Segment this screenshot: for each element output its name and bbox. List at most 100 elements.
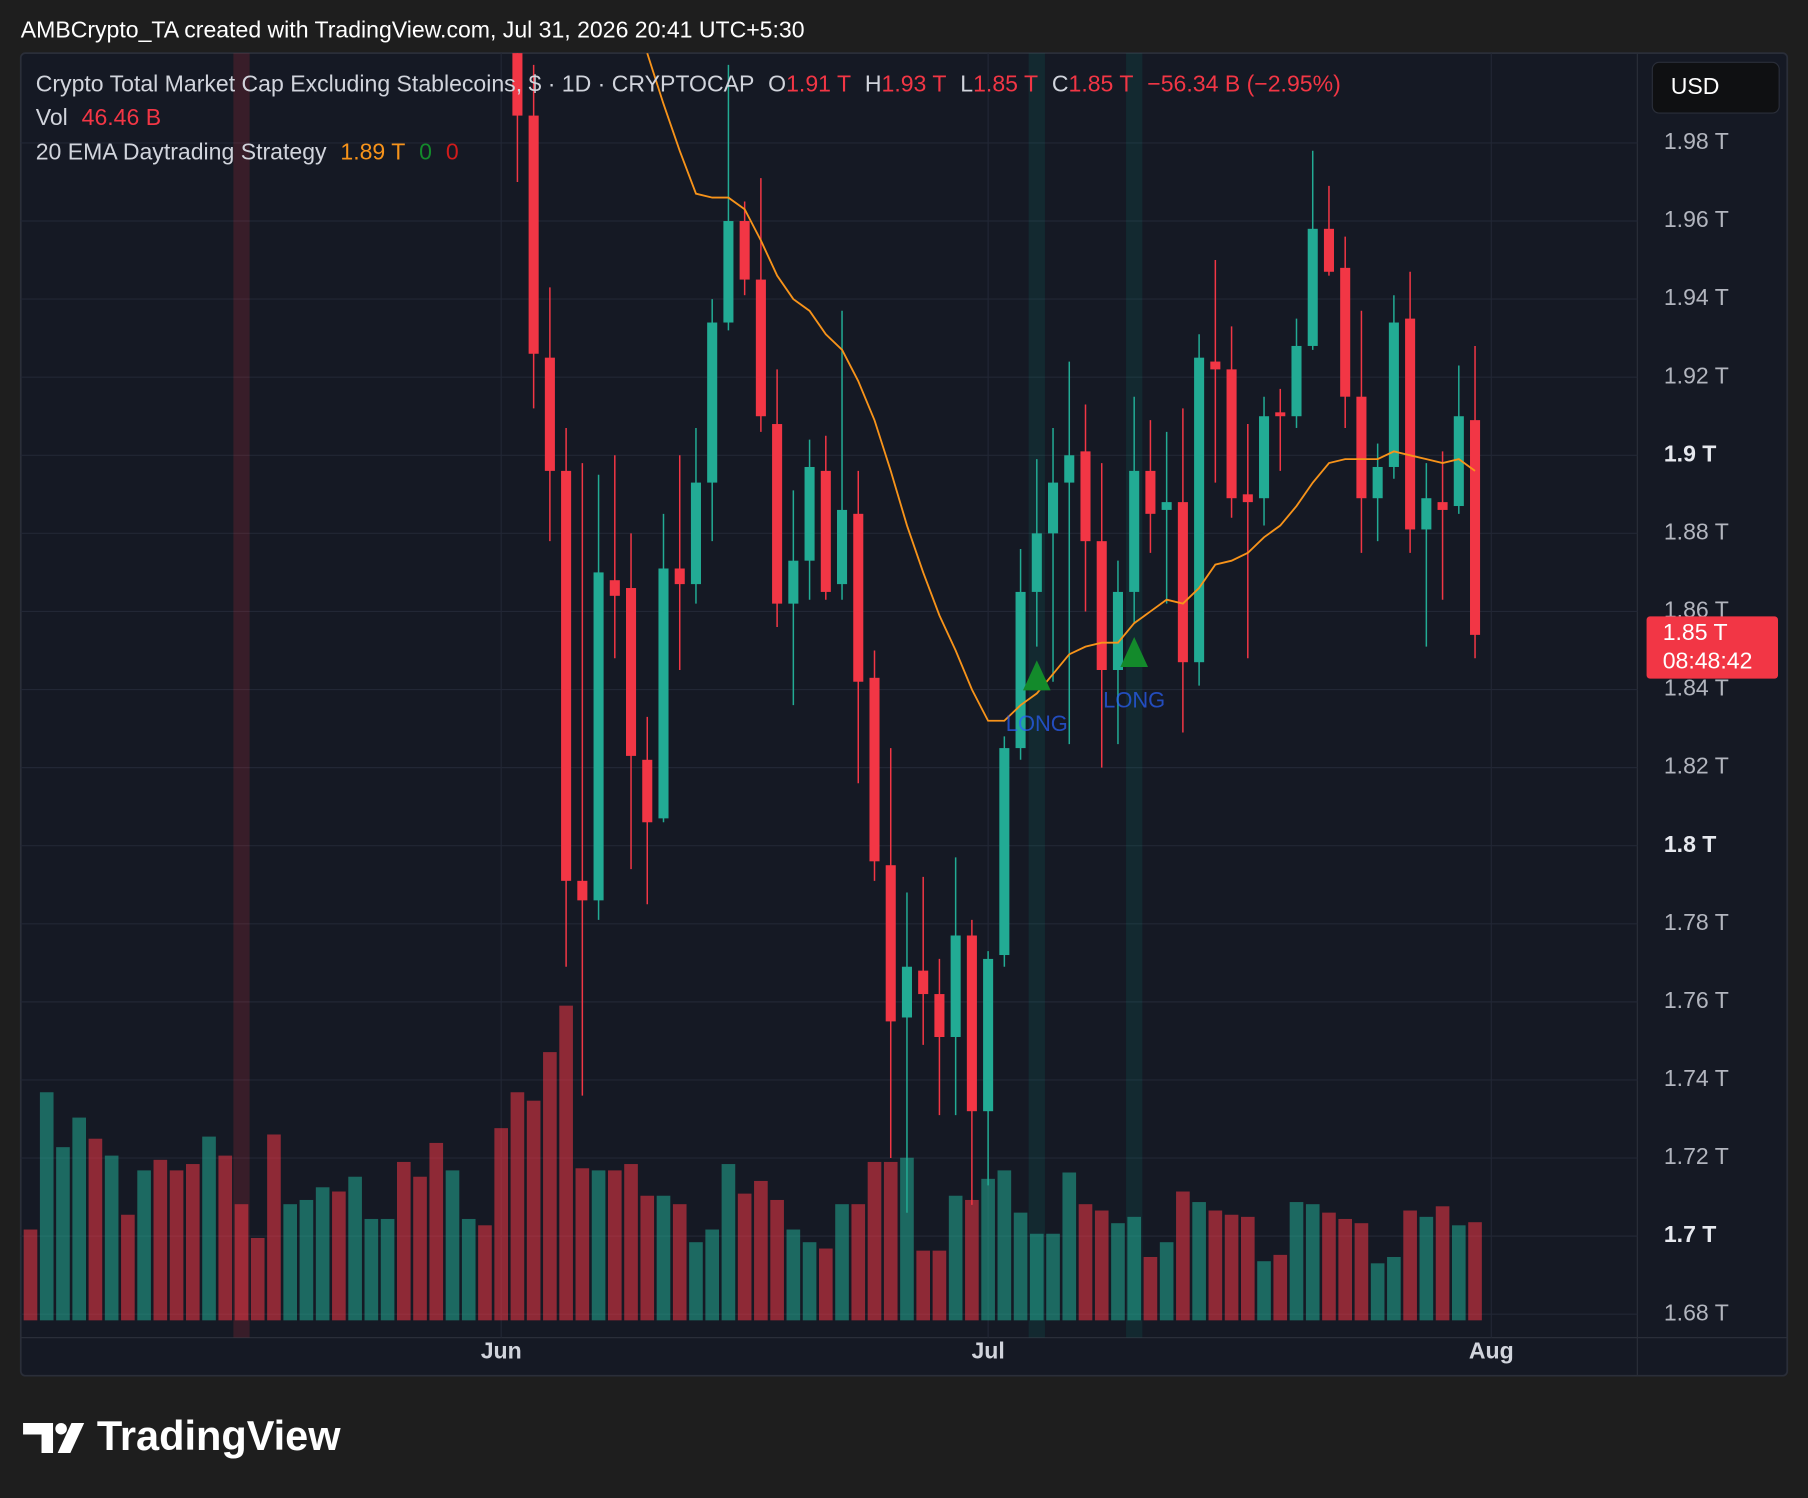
candle-body [528,115,539,354]
volume-bar [429,1142,444,1321]
volume-bar [267,1134,281,1321]
candle-body [1470,420,1481,635]
volume-bar [997,1170,1012,1321]
ohlc-value: 1.85 T [1069,71,1134,97]
volume-bar [1013,1212,1028,1321]
volume-bar [1289,1202,1304,1321]
volume-bar [413,1176,427,1321]
volume-bar [332,1191,346,1321]
brand-logo: TradingView [23,1412,341,1459]
x-tick-label: Aug [1469,1338,1514,1364]
volume-bar [299,1199,314,1321]
volume-bar [1208,1210,1223,1321]
candle-body [1161,502,1172,510]
candle-body [999,748,1010,956]
volume-bar [640,1195,655,1321]
ohlc-key: L [960,71,973,97]
volume-bar [607,1170,622,1321]
y-tick-label: 1.7 T [1664,1221,1717,1247]
candle-body [1031,533,1042,592]
candle-body [1372,466,1383,499]
volume-bar [56,1147,70,1321]
long-count: 0 [419,139,432,165]
candle-body [1064,455,1075,483]
legend-title: Crypto Total Market Cap Excluding Stable… [36,71,755,97]
currency-button[interactable]: USD [1651,61,1780,114]
volume-bar [234,1204,249,1321]
logo-dot [55,1422,67,1435]
axes: 1.68 T 1.7 T 1.72 T 1.74 T 1.76 T 1.78 T 1.8 T… [481,128,1779,1364]
volume-bar [575,1168,590,1321]
candle-body [820,470,831,592]
volume-bar [1176,1191,1190,1321]
indicator-name: 20 EMA Daytrading Strategy [36,139,327,165]
candle-body [1356,396,1367,499]
volume-bar [543,1052,557,1321]
candle-body [885,865,896,1022]
y-tick-label: 1.72 T [1664,1143,1729,1169]
volume-bar [835,1204,849,1321]
volume-bar [121,1214,135,1321]
volume-bar [1273,1254,1288,1321]
y-tick-label: 1.82 T [1664,753,1729,779]
volume-bar [494,1128,509,1321]
volume-bar [1078,1204,1093,1321]
volume-bar [1338,1218,1353,1321]
y-tick-label: 1.74 T [1664,1065,1729,1091]
volume-bar [1387,1256,1401,1321]
candle-body [561,470,572,881]
currency-button-bg[interactable] [1651,61,1780,114]
long-signal-marker [1022,660,1051,691]
ohlc-value: 1.93 T [882,71,947,97]
volume-bar [1094,1210,1109,1321]
attribution: AMBCrypto_TA created with TradingView.co… [21,16,805,42]
ohlc-value: 1.91 T [786,71,851,97]
volume-bar [1419,1216,1434,1321]
brand-name: TradingView [97,1412,341,1459]
long-signal-label: LONG [1103,687,1165,712]
candle-body [869,677,880,862]
volume-bar [153,1159,168,1321]
logo-mark [23,1422,54,1453]
change-value: −56.34 B (−2.95%) [1147,71,1340,97]
candle-body [512,53,523,116]
volume-bar [185,1164,200,1321]
volume-bar [932,1250,947,1321]
candle-body [1096,541,1107,671]
volume-bar [348,1176,362,1321]
candle-body [950,935,961,1038]
volume-bar [867,1161,882,1321]
candle-body [1437,502,1448,510]
signal-column [1028,53,1045,1338]
ohlc-key: C [1052,71,1069,97]
plot-area: LONG LONG [23,53,1482,1338]
volume-bar [981,1178,995,1321]
candle-body [1340,267,1351,397]
candle-body [1275,412,1286,417]
volume-bar [1127,1216,1142,1321]
volume-bar [169,1170,184,1321]
candle-body [901,966,912,1018]
candle-body [966,935,977,1112]
candle-body [755,279,766,417]
candle-body [723,221,734,323]
volume-bar [591,1170,606,1321]
signal-column [1126,53,1143,1338]
currency-label[interactable]: USD [1671,73,1720,99]
legend-volume: Vol 46.46 B [36,104,161,130]
y-tick-label: 1.68 T [1664,1299,1729,1325]
volume-bar [883,1161,898,1321]
candle-body [1112,591,1123,671]
volume-bar [510,1092,525,1321]
volume-bar [1322,1212,1336,1321]
volume-bar [202,1136,216,1321]
candle-body [788,560,799,604]
volume-bar [250,1237,265,1321]
candle-body [1323,228,1334,272]
ohlc-value: 1.85 T [973,71,1038,97]
volume-bar [364,1218,379,1321]
candle-body [544,357,555,471]
